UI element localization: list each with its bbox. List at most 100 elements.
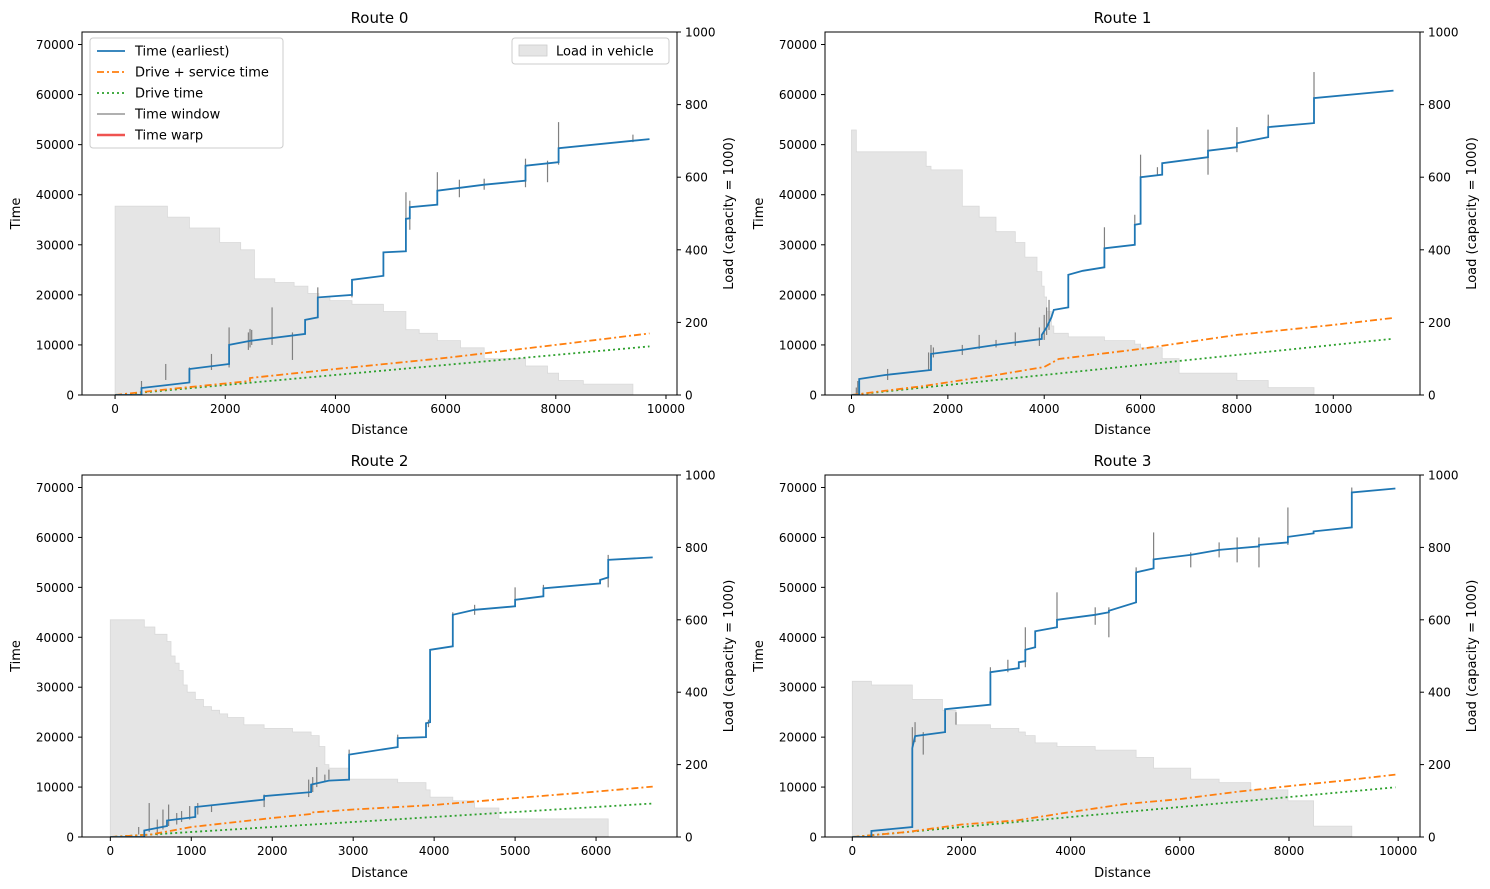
x-axis-label: Distance [1094,423,1151,438]
x-tick-label: 6000 [581,844,612,858]
y-tick-label: 10000 [36,338,74,352]
load-tick-label: 0 [685,831,693,845]
y-tick-label: 70000 [779,481,817,495]
y-tick-label: 70000 [36,38,74,52]
time-earliest-line [110,556,653,837]
x-tick-label: 4000 [1055,844,1086,858]
y-tick-layer: 0 10000 20000 30000 40000 50000 60000 70000 [779,481,825,845]
load-tick-label: 0 [1428,389,1436,403]
y-tick-label: 70000 [779,38,817,52]
x-tick-label: 2000 [210,402,241,416]
x-tick-label: 10000 [647,402,685,416]
time-earliest-line [115,138,650,395]
x-axis-label: Distance [1094,866,1151,881]
y-tick-label: 30000 [779,238,817,252]
panel-route-0: Route 0 0 2000 4000 6000 8000 10000 0 10000 200… [9,9,737,438]
legend-label-time-earliest: Time (earliest) [134,45,230,60]
time-earliest-line [851,89,1394,395]
load-tick-label: 400 [685,243,708,257]
load-tick-label: 400 [685,686,708,700]
drive-time-line [851,337,1394,395]
x-tick-label: 10000 [1314,402,1352,416]
load-tick-label: 800 [1428,98,1451,112]
plot-layer [852,487,1396,837]
x-tick-label: 3000 [338,844,369,858]
legend-label-drive-time: Drive time [135,87,203,102]
load-area-layer [851,680,1353,837]
y-tick-label: 20000 [36,731,74,745]
y-tick-label: 50000 [779,581,817,595]
load-tick-label: 800 [1428,541,1451,555]
panel-route-3: Route 3 0 2000 4000 6000 8000 10000 010000200… [752,452,1480,881]
x-tick-label: 4000 [419,844,450,858]
load-tick-label: 600 [1428,171,1451,185]
load-area [109,619,609,837]
load-area-layer [851,129,1315,395]
plot-layer [851,72,1394,395]
y-tick-label: 40000 [779,631,817,645]
drive-service-line [851,317,1394,395]
legend-label-drive-service: Drive + service time [135,66,269,81]
x-tick-label: 0 [111,402,119,416]
load-tick-label: 1000 [685,469,716,483]
x-tick-label: 5000 [500,844,531,858]
x-tick-label: 8000 [541,402,572,416]
x-axis-label: Distance [351,866,408,881]
chart-title: Route 2 [351,452,409,470]
x-tick-label: 0 [848,402,856,416]
x-tick-label: 2000 [257,844,288,858]
load-tick-layer: 0 200 400 600 800 1000 [1420,26,1459,403]
x-tick-label: 1000 [176,844,207,858]
x-tick-label: 2000 [946,844,977,858]
y-tick-label: 20000 [36,288,74,302]
load-tick-label: 800 [685,98,708,112]
y-tick-label: 20000 [779,731,817,745]
drive-service-line [852,773,1396,837]
x-tick-label: 6000 [1125,402,1156,416]
drive-service-line [115,332,650,395]
legend-right: Load in vehicle [511,37,670,65]
plot-layer [115,122,650,395]
y-tick-layer: 0 10000 20000 30000 40000 50000 60000 70000 [36,38,82,403]
y-tick-label: 70000 [36,481,74,495]
x-tick-label: 8000 [1274,844,1305,858]
x-tick-label: 4000 [1029,402,1060,416]
x-tick-label: 6000 [430,402,461,416]
x-tick-layer: 0 1000 2000 3000 4000 5000 6000 [107,837,612,858]
x-tick-label: 10000 [1379,844,1417,858]
x-tick-label: 0 [848,844,856,858]
drive-service-line [110,785,653,837]
panel-route-2: Route 2 0 1000 2000 3000 4000 5000 6000 010000… [9,452,737,881]
y-tick-label: 10000 [779,781,817,795]
load-tick-label: 800 [685,541,708,555]
load-area-layer [109,619,609,837]
x-tick-layer: 0 2000 4000 6000 8000 10000 [848,837,1417,858]
x-tick-label: 4000 [320,402,351,416]
drive-time-line [852,786,1396,837]
load-tick-label: 400 [1428,243,1451,257]
load-axis-label: Load (capacity = 1000) [722,580,737,733]
load-tick-label: 1000 [1428,26,1459,40]
y-tick-label: 40000 [36,188,74,202]
y-tick-label: 0 [66,389,74,403]
load-tick-label: 200 [1428,316,1451,330]
legend-label-load: Load in vehicle [556,45,654,60]
load-tick-label: 200 [685,316,708,330]
y-tick-label: 60000 [36,88,74,102]
y-tick-label: 30000 [36,238,74,252]
load-tick-layer: 0 200 400 600 800 1000 [677,26,716,403]
load-tick-label: 600 [685,613,708,627]
y-tick-label: 50000 [36,138,74,152]
y-tick-label: 10000 [779,338,817,352]
plot-layer [110,554,653,837]
y-tick-label: 0 [809,831,817,845]
load-area [851,680,1353,837]
y-tick-label: 10000 [36,781,74,795]
load-tick-label: 0 [1428,831,1436,845]
load-tick-layer: 0 200 400 600 800 1000 [1420,469,1459,845]
load-tick-label: 600 [1428,613,1451,627]
x-tick-label: 6000 [1165,844,1196,858]
y-tick-label: 60000 [779,531,817,545]
chart-title: Route 0 [351,9,409,27]
